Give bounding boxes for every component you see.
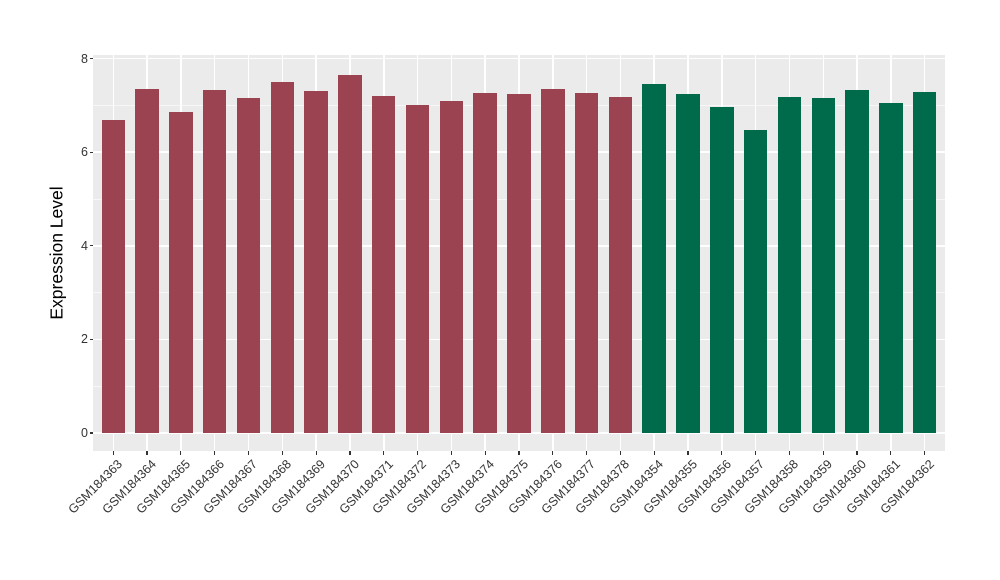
x-tick-mark xyxy=(416,451,419,455)
plot-panel xyxy=(93,55,945,451)
bar-GSM184361 xyxy=(879,102,903,433)
bar-GSM184357 xyxy=(743,130,768,433)
y-tick-mark xyxy=(89,432,93,434)
bar-GSM184365 xyxy=(169,111,193,433)
y-tick-mark xyxy=(89,245,93,247)
bar-GSM184358 xyxy=(777,96,802,433)
x-tick-mark xyxy=(315,451,317,455)
y-tick-mark xyxy=(89,338,93,340)
x-tick-mark xyxy=(146,451,148,455)
x-tick-mark xyxy=(788,451,791,455)
bar-GSM184371 xyxy=(372,95,396,433)
bar-GSM184378 xyxy=(608,96,633,433)
y-tick-label-4: 4 xyxy=(81,238,88,253)
bar-GSM184370 xyxy=(338,74,362,433)
bar-GSM184364 xyxy=(135,89,159,433)
bar-GSM184359 xyxy=(811,98,836,433)
x-tick-mark xyxy=(924,451,926,455)
x-tick-mark xyxy=(586,451,588,455)
x-tick-mark xyxy=(112,451,114,455)
x-tick-mark xyxy=(687,451,689,455)
x-tick-mark xyxy=(214,451,216,455)
x-tick-mark xyxy=(653,451,655,455)
bar-GSM184369 xyxy=(304,90,328,433)
x-tick-mark xyxy=(383,451,385,455)
x-tick-mark xyxy=(822,451,824,455)
bar-GSM184372 xyxy=(405,104,430,433)
bar-GSM184373 xyxy=(439,100,464,433)
x-tick-mark xyxy=(755,451,757,455)
x-tick-mark xyxy=(619,451,622,455)
bar-GSM184356 xyxy=(710,106,734,433)
x-tick-mark xyxy=(484,451,486,455)
bar-GSM184362 xyxy=(912,91,937,433)
bar-GSM184368 xyxy=(270,82,295,433)
x-tick-mark xyxy=(552,451,554,455)
y-axis-title: Expression Level xyxy=(46,186,67,320)
bar-GSM184360 xyxy=(845,90,869,433)
bar-GSM184377 xyxy=(574,92,599,433)
x-tick-mark xyxy=(247,451,250,455)
x-tick-mark xyxy=(721,451,723,455)
bar-GSM184375 xyxy=(507,94,531,433)
major-gridline xyxy=(93,57,945,60)
x-tick-mark xyxy=(890,451,892,455)
bar-GSM184366 xyxy=(202,89,227,433)
y-tick-mark xyxy=(89,151,93,153)
x-tick-mark xyxy=(450,451,452,455)
major-gridline xyxy=(93,432,945,434)
x-tick-mark xyxy=(349,451,351,455)
bar-GSM184354 xyxy=(642,83,666,433)
bar-GSM184363 xyxy=(101,119,126,433)
bar-GSM184355 xyxy=(676,94,700,433)
x-tick-mark xyxy=(180,451,182,455)
y-tick-label-8: 8 xyxy=(81,51,88,66)
y-tick-mark xyxy=(89,58,93,60)
bar-GSM184376 xyxy=(541,88,565,433)
x-tick-mark xyxy=(518,451,520,455)
bar-GSM184374 xyxy=(473,92,497,433)
x-tick-mark xyxy=(281,451,283,455)
bar-GSM184367 xyxy=(236,97,261,433)
y-tick-label-2: 2 xyxy=(81,332,88,347)
x-tick-mark xyxy=(856,451,858,455)
y-tick-label-0: 0 xyxy=(81,426,88,440)
y-tick-label-6: 6 xyxy=(81,145,88,160)
